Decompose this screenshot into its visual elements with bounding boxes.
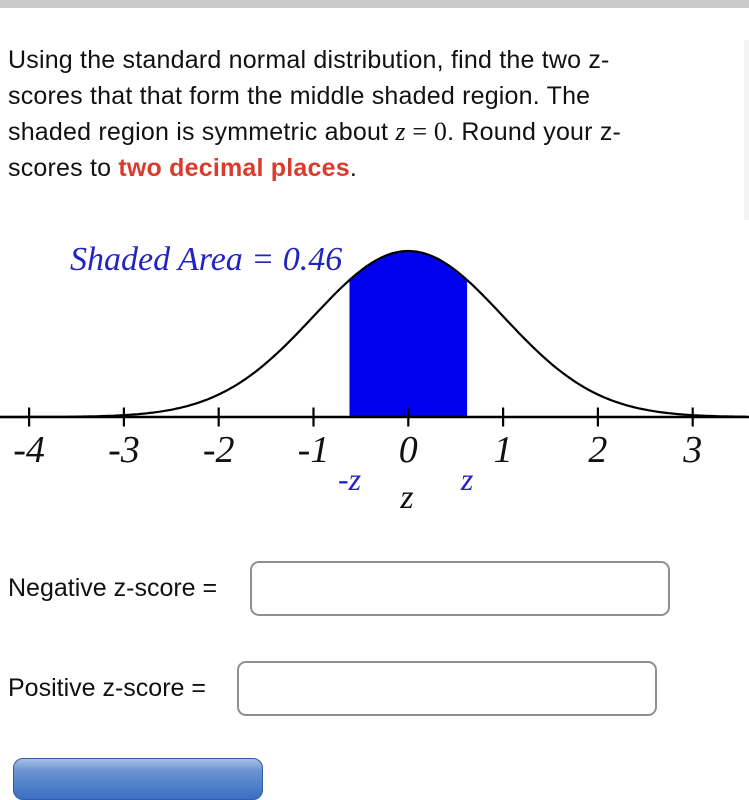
- question-text-segment: .: [349, 154, 357, 182]
- x-axis-ticks: -4 -3 -2 -1 0 1 2 3: [13, 407, 702, 471]
- shaded-region: [349, 251, 468, 417]
- question-math: z: [395, 117, 406, 146]
- question-text-segment: scores that that form the middle shaded …: [8, 82, 591, 110]
- question-text-segment: shaded region is symmetric about: [8, 118, 396, 146]
- tick-label: 2: [588, 429, 607, 471]
- neg-z-label: -z: [338, 461, 362, 497]
- tick-label: -3: [108, 429, 140, 471]
- question-text-segment: . Round your z-: [447, 118, 622, 146]
- question-text-segment: scores to: [8, 154, 119, 182]
- scrollbar-track[interactable]: [744, 40, 749, 220]
- tick-label: 1: [494, 429, 513, 471]
- question-line: Using the standard normal distribution, …: [8, 42, 748, 78]
- negative-z-score-label: Negative z-score =: [8, 574, 218, 602]
- question-line: shaded region is symmetric about z = 0. …: [8, 114, 748, 150]
- question-line: scores to two decimal places.: [8, 150, 748, 186]
- question-math: = 0: [405, 117, 448, 146]
- question-text-segment: Using the standard normal distribution, …: [8, 46, 610, 74]
- tick-label: 3: [682, 429, 702, 471]
- tick-label: -2: [203, 429, 235, 471]
- normal-distribution-chart: -4 -3 -2 -1 0 1 2 3 Shaded Area = 0.46 -z z z: [0, 210, 749, 520]
- question-text: Using the standard normal distribution, …: [8, 42, 748, 186]
- submit-button[interactable]: [13, 758, 263, 800]
- negative-z-score-row: Negative z-score =: [8, 560, 670, 617]
- axis-variable-label: z: [399, 479, 413, 516]
- question-line: scores that that form the middle shaded …: [8, 78, 748, 114]
- normal-distribution-svg: -4 -3 -2 -1 0 1 2 3 Shaded Area = 0.46 -z z z: [0, 241, 749, 516]
- top-divider-bar: [0, 0, 749, 8]
- negative-z-score-input[interactable]: [250, 561, 670, 616]
- tick-label: -1: [298, 429, 330, 471]
- pos-z-label: z: [460, 461, 474, 497]
- chart-title: Shaded Area = 0.46: [70, 241, 342, 278]
- positive-z-score-label: Positive z-score =: [8, 674, 206, 702]
- positive-z-score-input[interactable]: [237, 661, 657, 716]
- tick-label: -4: [13, 429, 45, 471]
- positive-z-score-row: Positive z-score =: [8, 660, 657, 717]
- question-emphasis: two decimal places: [118, 154, 350, 182]
- tick-label: 0: [399, 429, 418, 471]
